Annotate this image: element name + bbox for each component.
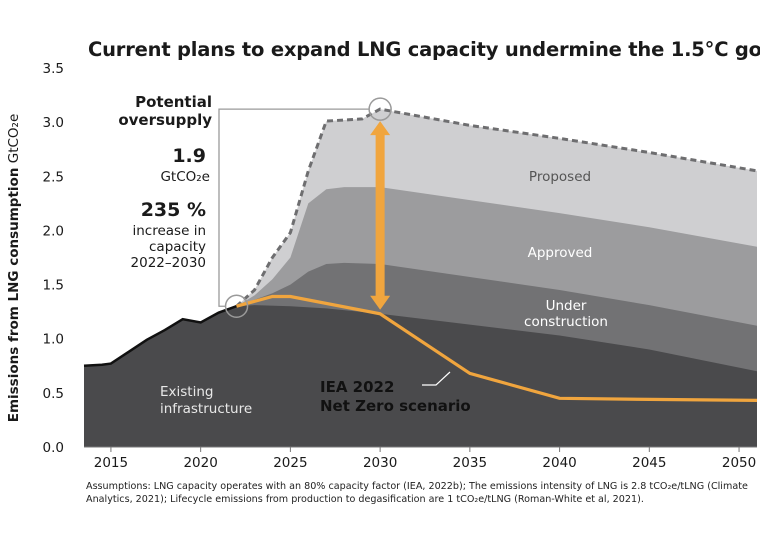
annotation-value-unit: GtCO₂e <box>160 169 210 185</box>
y-tick-label: 2.0 <box>43 223 64 239</box>
x-tick-label: 2020 <box>183 455 217 471</box>
annotation-percent: 235 % <box>141 199 206 221</box>
line-layers <box>83 107 758 402</box>
oversupply-arrow <box>370 121 391 310</box>
area-layers <box>84 109 757 447</box>
historical-line <box>83 305 237 368</box>
annotation-heading: Potential oversupply <box>118 93 212 129</box>
chart: 0.0 0.5 1.0 1.5 2.0 2.5 3.0 3.5 2015 2020 2025 2030… <box>43 61 758 471</box>
footnote: Assumptions: LNG capacity operates with … <box>86 481 748 505</box>
axes: 0.0 0.5 1.0 1.5 2.0 2.5 3.0 3.5 2015 2020 2025 2030… <box>43 61 757 471</box>
label-proposed: Proposed <box>529 169 591 185</box>
label-existing-infrastructure: Existing infrastructure <box>160 384 252 417</box>
chart-title: Current plans to expand LNG capacity und… <box>88 38 760 61</box>
y-tick-label: 0.5 <box>43 386 64 402</box>
x-tick-label: 2045 <box>632 455 666 471</box>
y-tick-label: 0.0 <box>43 440 64 456</box>
area-labels: Existing infrastructure Under construction A… <box>118 93 608 417</box>
x-tick-label: 2030 <box>363 455 397 471</box>
y-tick-label: 1.5 <box>43 278 64 294</box>
y-tick-label: 2.5 <box>43 169 64 185</box>
net-zero-leader <box>422 371 451 386</box>
label-approved: Approved <box>528 245 593 261</box>
x-tick-label: 2050 <box>722 455 756 471</box>
net-zero-line <box>236 294 758 402</box>
y-tick-label: 1.0 <box>43 332 64 348</box>
x-tick-label: 2025 <box>273 455 307 471</box>
y-tick-label: 3.0 <box>43 115 64 131</box>
label-net-zero: IEA 2022 Net Zero scenario <box>320 378 471 415</box>
oversupply-bracket <box>218 108 370 307</box>
annotation-value: 1.9 <box>172 145 206 167</box>
x-tick-label: 2035 <box>453 455 487 471</box>
y-tick-label: 3.5 <box>43 61 64 77</box>
proposed-dashed-line <box>235 107 758 308</box>
x-tick-label: 2015 <box>94 455 128 471</box>
annotation-percent-text: increase in capacity 2022–2030 <box>131 223 206 271</box>
oversupply-annotation <box>218 97 392 318</box>
label-under-construction: Under construction <box>524 298 608 330</box>
area-existing-infrastructure <box>84 305 757 447</box>
x-tick-label: 2040 <box>542 455 576 471</box>
